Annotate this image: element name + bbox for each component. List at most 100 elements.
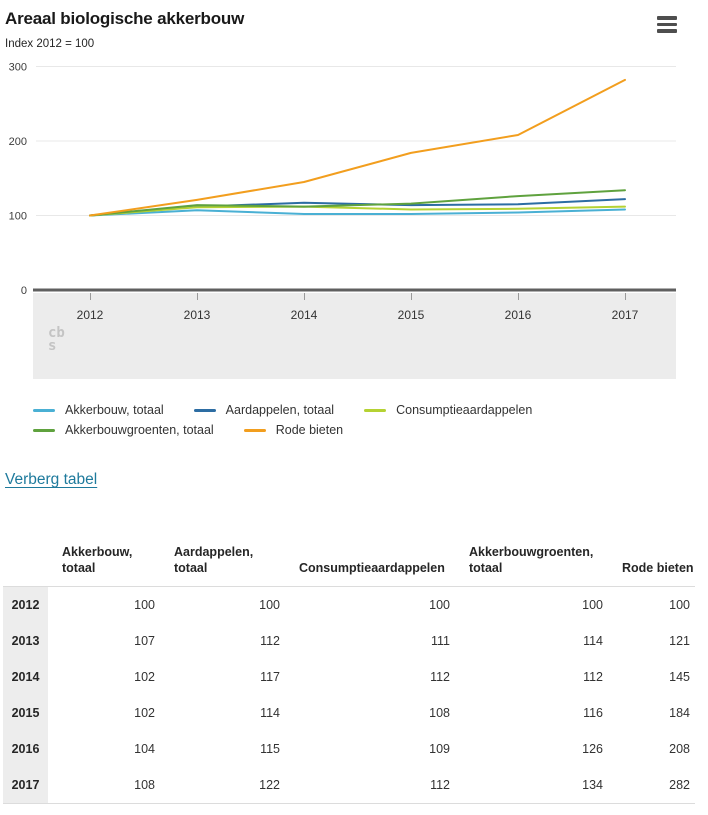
x-axis-tick — [624, 293, 626, 300]
table-year-cell: 2016 — [3, 731, 48, 767]
legend-row: Akkerbouw, totaal Aardappelen, totaal Cons… — [33, 400, 708, 420]
table-value-cell: 145 — [669, 670, 690, 684]
table-value-cell: 134 — [455, 767, 608, 804]
table-year-cell: 2012 — [3, 586, 48, 623]
table-value-cell: 100 — [455, 586, 608, 623]
series-line — [89, 208, 626, 217]
series-line — [89, 205, 626, 217]
x-axis-tick-label: 2016 — [504, 308, 532, 322]
table-year-cell: 2017 — [3, 767, 48, 804]
table-value-cell: 117 — [260, 670, 280, 684]
chart-subtitle: Index 2012 = 100 — [5, 38, 95, 50]
table-value-cell: 122 — [160, 767, 285, 804]
table-value-cell: 282 — [608, 767, 695, 804]
legend-item[interactable]: Akkerbouwgroenten, totaal — [33, 423, 214, 437]
table-row: 2014 102 117 112 112 145 — [3, 659, 695, 695]
table-column-header: Rode bieten — [622, 561, 694, 575]
legend-row: Akkerbouwgroenten, totaal Rode bieten — [33, 420, 708, 440]
toggle-table-link[interactable]: Verberg tabel — [5, 471, 98, 488]
hamburger-bar — [657, 29, 677, 33]
table-column-header: Consumptieaardappelen — [299, 561, 445, 575]
table-corner-cell — [3, 516, 48, 587]
table-row: 2012 100 100 100 100 100 — [3, 586, 695, 623]
legend-item[interactable]: Aardappelen, totaal — [193, 403, 335, 417]
legend-line-swatch — [33, 428, 55, 432]
x-axis-tick — [303, 293, 305, 300]
x-axis-tick-label: 2013 — [183, 308, 211, 322]
hamburger-menu-icon[interactable] — [657, 16, 677, 36]
table-value-cell: 112 — [583, 670, 603, 684]
table-year-cell: 2014 — [3, 659, 48, 695]
table-value-cell: 112 — [430, 670, 450, 684]
x-axis-tick-label: 2012 — [76, 308, 104, 322]
x-axis-tick — [89, 293, 91, 300]
table-row: 2013 107 112 111 114 121 — [3, 623, 695, 659]
table-value-cell: 102 — [134, 706, 155, 720]
y-axis-tick-label: 200 — [9, 136, 27, 148]
cbs-logo-text: cb — [48, 325, 65, 341]
table-value-cell: 109 — [429, 742, 450, 756]
legend-line-swatch — [364, 408, 387, 412]
page-title: Areaal biologische akkerbouw — [5, 9, 245, 28]
table-year-cell: 2015 — [3, 695, 48, 731]
cbs-logo: cb s — [48, 325, 65, 354]
table-value-cell: 115 — [260, 742, 280, 756]
table-value-cell: 114 — [260, 706, 280, 720]
table-column-header: Akkerbouw, totaal — [62, 545, 133, 575]
x-axis-tick-label: 2015 — [397, 308, 425, 322]
table-value-cell: 208 — [669, 742, 690, 756]
legend-item[interactable]: Akkerbouw, totaal — [33, 403, 164, 417]
legend-item[interactable]: Rode bieten — [243, 423, 344, 437]
table-value-cell: 114 — [583, 634, 603, 648]
legend-line-swatch — [193, 408, 216, 412]
legend-label: Consumptieaardappelen — [396, 403, 533, 417]
legend-label: Akkerbouw, totaal — [65, 403, 164, 417]
hamburger-bar — [657, 22, 677, 26]
y-axis-tick-label: 300 — [9, 62, 27, 74]
series-line — [89, 189, 626, 217]
x-axis-tick — [410, 293, 412, 300]
chart-legend: Akkerbouw, totaal Aardappelen, totaal Cons… — [33, 400, 708, 440]
cbs-logo-text: s — [48, 338, 57, 354]
legend-label: Akkerbouwgroenten, totaal — [65, 423, 214, 437]
chart-header: Areaal biologische akkerbouw — [0, 0, 708, 33]
table-row: 2016 104 115 109 126 208 — [3, 731, 695, 767]
legend-label: Aardappelen, totaal — [225, 403, 335, 417]
table-row: 2015 102 114 108 116 184 — [3, 695, 695, 731]
y-axis-tick-label: 100 — [9, 211, 27, 223]
legend-item[interactable]: Consumptieaardappelen — [364, 403, 532, 417]
x-axis-tick-label: 2014 — [290, 308, 318, 322]
x-axis-tick — [196, 293, 198, 300]
table-value-cell: 104 — [134, 742, 155, 756]
table-value-cell: 108 — [48, 767, 160, 804]
table-column-header: Akkerbouwgroenten, totaal — [469, 545, 594, 575]
table-value-cell: 111 — [430, 634, 450, 648]
table-year-cell: 2013 — [3, 623, 48, 659]
table-value-cell: 112 — [285, 767, 455, 804]
table-value-cell: 121 — [669, 634, 690, 648]
table-value-cell: 100 — [608, 586, 695, 623]
x-axis-tick-label: 2017 — [611, 308, 639, 322]
table-value-cell: 184 — [669, 706, 690, 720]
table-value-cell: 107 — [134, 634, 155, 648]
table-value-cell: 108 — [429, 706, 450, 720]
data-table: Akkerbouw, totaal Aardappelen, totaal Cons… — [3, 516, 695, 804]
table-column-header: Aardappelen, totaal — [174, 545, 254, 575]
table-value-cell: 126 — [582, 742, 603, 756]
x-axis-band: 2012 2013 2014 2015 2016 2017 cb s — [33, 293, 676, 379]
table-value-cell: 116 — [583, 706, 603, 720]
table-value-cell: 100 — [48, 586, 160, 623]
table-value-cell: 102 — [134, 670, 155, 684]
legend-line-swatch — [243, 428, 266, 432]
table-row: 2017 108 122 112 134 282 — [3, 767, 695, 804]
line-chart-plot: 0 100 200 300 — [9, 62, 676, 297]
series-line — [89, 78, 626, 217]
table-value-cell: 112 — [260, 634, 280, 648]
legend-line-swatch — [33, 408, 55, 412]
table-header-row: Akkerbouw, totaal Aardappelen, totaal Cons… — [3, 516, 695, 587]
hamburger-bar — [657, 16, 677, 20]
table-value-cell: 100 — [160, 586, 285, 623]
y-axis-tick-label: 0 — [21, 285, 27, 297]
legend-label: Rode bieten — [275, 423, 344, 437]
